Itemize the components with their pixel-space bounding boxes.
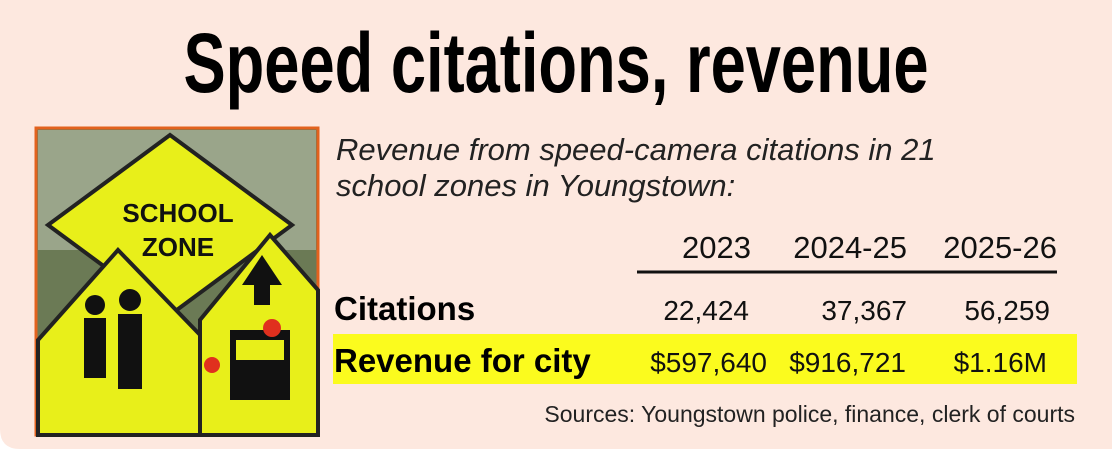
column-header: 2025-26 xyxy=(943,230,1057,265)
column-header: 2024-25 xyxy=(793,230,907,265)
cell: $597,640 xyxy=(650,347,767,378)
cell: $1.16M xyxy=(954,347,1047,378)
cell: 56,259 xyxy=(964,295,1050,326)
subtitle: Revenue from speed-camera citations in 2… xyxy=(336,132,936,167)
column-header: 2023 xyxy=(682,230,751,265)
row-label: Revenue for city xyxy=(334,342,591,379)
cell: 37,367 xyxy=(821,295,907,326)
subtitle: school zones in Youngstown: xyxy=(336,168,735,203)
row-highlight xyxy=(333,334,1077,384)
sign-text: SCHOOL xyxy=(122,198,233,228)
photo: SCHOOL ZONE xyxy=(34,126,320,437)
sign-text: ZONE xyxy=(142,232,214,262)
cell: $916,721 xyxy=(789,347,906,378)
source: Sources: Youngstown police, finance, cle… xyxy=(544,401,1075,427)
cell: 22,424 xyxy=(663,295,749,326)
row-label: Citations xyxy=(334,290,475,327)
title: Speed citations, revenue xyxy=(184,16,929,110)
